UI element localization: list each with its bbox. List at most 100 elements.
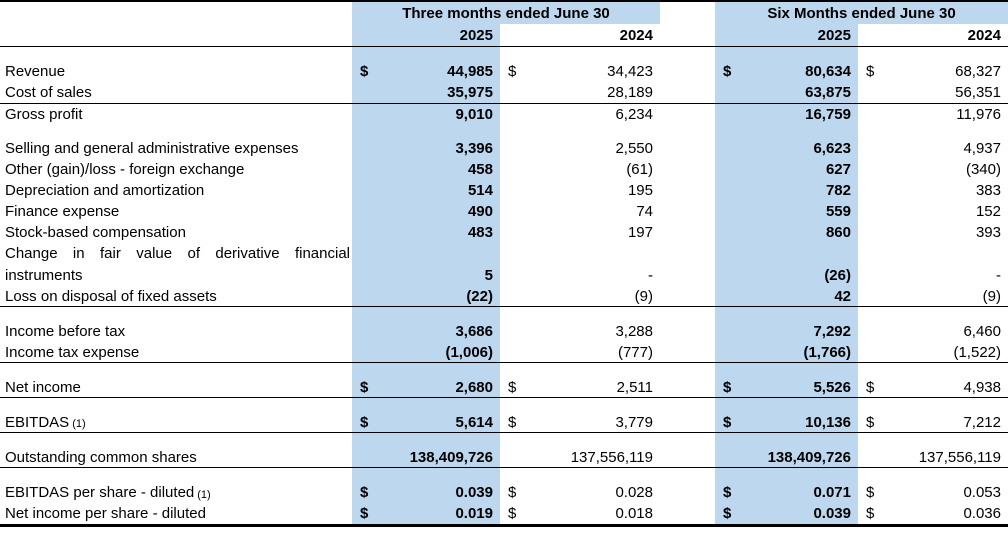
- spacer-row: [0, 468, 1008, 482]
- table-body: Revenue $44,985 $34,423 $80,634 $68,327 Cost …: [0, 47, 1008, 524]
- year-label: 2025: [817, 26, 851, 44]
- table-row: Gross profit 9,010 6,234 16,759 11,976: [0, 103, 1008, 124]
- value-cell: $0.039: [352, 482, 500, 503]
- value-cell: 490: [352, 201, 500, 222]
- cell-value: 483: [467, 224, 493, 241]
- cell-value: 383: [975, 182, 1001, 199]
- cell-value: 490: [467, 203, 493, 220]
- value-cell: [352, 433, 500, 447]
- header-corner: [0, 24, 352, 46]
- row-label: [0, 468, 352, 482]
- value-cell: (1,766): [715, 342, 858, 362]
- column-gap: [660, 180, 715, 201]
- row-label: Stock-based compensation: [5, 224, 186, 241]
- spacer-row: [0, 398, 1008, 412]
- value-cell: (9): [858, 286, 1008, 306]
- value-cell: [500, 468, 660, 482]
- row-label: EBITDAS (1): [5, 413, 86, 431]
- column-gap: [660, 159, 715, 180]
- cell-value: 137,556,119: [918, 448, 1001, 466]
- cell-value: 3,779: [615, 413, 653, 431]
- cell-value: 5,526: [813, 378, 851, 396]
- currency-symbol: $: [723, 484, 732, 501]
- cell-value: (22): [466, 287, 493, 305]
- year-label: 2024: [619, 26, 653, 44]
- value-cell: (9): [500, 286, 660, 306]
- cell-value: 56,351: [955, 84, 1001, 101]
- cell-value: (61): [626, 161, 653, 178]
- value-cell: 9,010: [352, 104, 500, 124]
- value-cell: [858, 398, 1008, 412]
- value-cell: [352, 363, 500, 377]
- cell-value: 80,634: [805, 63, 851, 80]
- column-gap: [660, 398, 715, 412]
- value-cell: [352, 47, 500, 61]
- cell-value: 35,975: [447, 84, 493, 101]
- value-cell: 393: [858, 222, 1008, 243]
- value-cell: 627: [715, 159, 858, 180]
- value-cell: $0.039: [715, 503, 858, 524]
- cell-value: 68,327: [955, 63, 1001, 80]
- value-cell: $0.053: [858, 482, 1008, 503]
- currency-symbol: $: [723, 378, 732, 396]
- value-cell: 11,976: [858, 104, 1008, 124]
- cell-value: 3,686: [455, 323, 493, 340]
- column-gap: [660, 412, 715, 432]
- value-cell: (61): [500, 159, 660, 180]
- value-cell: [858, 124, 1008, 138]
- column-gap: [660, 47, 715, 61]
- cell-value: 197: [627, 224, 653, 241]
- cell-value: 34,423: [607, 63, 653, 80]
- row-label: Other (gain)/loss - foreign exchange: [5, 161, 245, 178]
- value-cell: (1,006): [352, 342, 500, 362]
- value-cell: $2,680: [352, 377, 500, 397]
- currency-symbol: $: [866, 505, 875, 522]
- cell-value: -: [648, 267, 653, 284]
- year-header-q2-2025: 2025: [352, 24, 500, 46]
- row-label: Depreciation and amortization: [5, 182, 205, 199]
- table-row: Outstanding common shares 138,409,726 137,…: [0, 447, 1008, 468]
- row-label: [0, 307, 352, 321]
- column-gap: [660, 201, 715, 222]
- currency-symbol: $: [866, 378, 875, 396]
- cell-value: (9): [634, 287, 653, 305]
- cell-value: 559: [825, 203, 851, 220]
- currency-symbol: $: [723, 63, 732, 80]
- spacer-row: [0, 363, 1008, 377]
- year-label: 2024: [967, 26, 1001, 44]
- cell-value: 0.039: [813, 505, 851, 522]
- value-cell: (22): [352, 286, 500, 306]
- cell-value: (9): [982, 287, 1001, 305]
- currency-symbol: $: [360, 63, 369, 80]
- group-header-label: Three months ended June 30: [402, 4, 610, 22]
- row-label: Finance expense: [5, 203, 120, 220]
- spacer-row: [0, 307, 1008, 321]
- value-cell: [858, 433, 1008, 447]
- header-corner: [0, 2, 352, 24]
- value-cell: 2,550: [500, 138, 660, 159]
- value-cell: [500, 363, 660, 377]
- year-header-h1-2024: 2024: [858, 24, 1008, 46]
- cell-value: 44,985: [447, 63, 493, 80]
- column-gap: [660, 286, 715, 306]
- column-gap: [660, 307, 715, 321]
- row-label: Income before tax: [5, 323, 126, 340]
- column-gap: [660, 243, 715, 286]
- row-label: Gross profit: [5, 105, 83, 123]
- value-cell: [500, 124, 660, 138]
- table-row: Income before tax 3,686 3,288 7,292 6,460: [0, 321, 1008, 342]
- column-gap: [660, 82, 715, 103]
- column-gap: [660, 138, 715, 159]
- currency-symbol: $: [508, 505, 517, 522]
- value-cell: $0.028: [500, 482, 660, 503]
- column-gap: [660, 482, 715, 503]
- cell-value: 7,292: [813, 323, 851, 340]
- currency-symbol: $: [508, 378, 517, 396]
- cell-value: 3,288: [615, 323, 653, 340]
- footnote-ref: (1): [197, 489, 211, 501]
- cell-value: 627: [825, 161, 851, 178]
- currency-symbol: $: [866, 63, 875, 80]
- year-label: 2025: [459, 26, 493, 44]
- group-header-three-months: Three months ended June 30: [352, 2, 660, 24]
